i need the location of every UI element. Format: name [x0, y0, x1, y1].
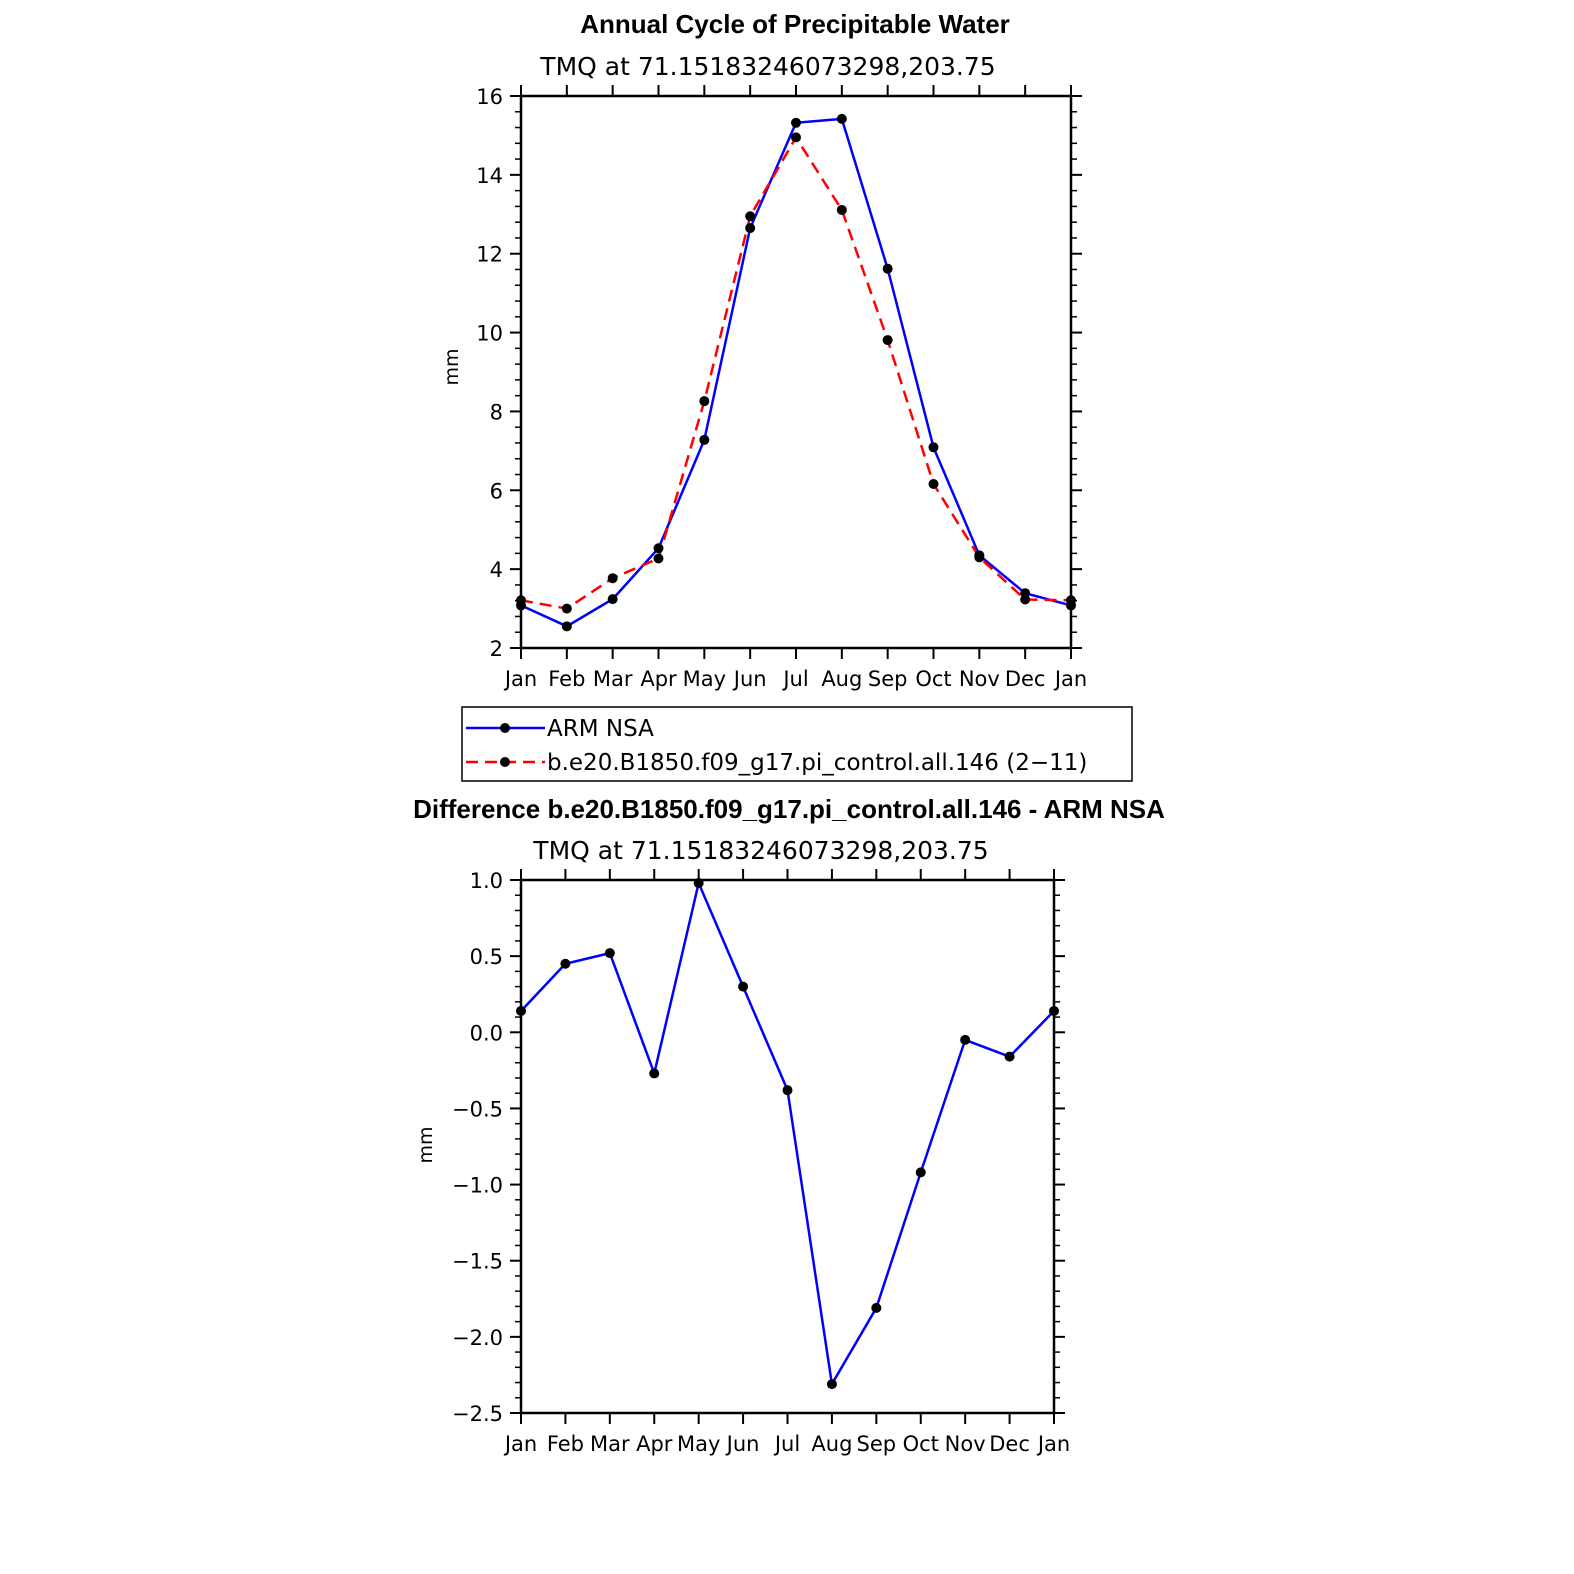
- chart2-frame: [519, 878, 1056, 1415]
- chart2-series-0-point: [560, 958, 571, 969]
- chart2-ytick-label: 0.0: [470, 1021, 503, 1045]
- chart1-xtick-label: Jan: [1053, 667, 1087, 691]
- chart2-xtick-label: Jul: [773, 1432, 800, 1456]
- chart2-xtick-label: Jun: [725, 1432, 760, 1456]
- chart1-xtick-label: Aug: [821, 667, 862, 691]
- chart2-xtick-label: Oct: [903, 1432, 939, 1456]
- chart1-xtick-label: Jan: [503, 667, 537, 691]
- chart1-series-1-line: [520, 134, 1072, 610]
- chart2-series-0-point: [1004, 1051, 1015, 1062]
- chart1-ytick-label: 10: [476, 322, 503, 346]
- chart1-xtick-label: Nov: [959, 667, 1000, 691]
- chart2-xtick-label: May: [677, 1432, 720, 1456]
- chart1-series-0-line: [520, 117, 1072, 628]
- chart1-ytick-label: 14: [476, 164, 503, 188]
- chart1-series-0-point: [607, 594, 618, 605]
- chart1-series-0-point: [653, 543, 664, 554]
- chart2-ytick-label: −2.5: [452, 1402, 503, 1426]
- chart1-series-0-point: [791, 117, 801, 128]
- chart2-xtick-label: Mar: [590, 1432, 630, 1456]
- chart2-series-0-point: [738, 981, 749, 992]
- chart1-xtick-label: Mar: [593, 667, 633, 691]
- chart2-series-0-point: [915, 1167, 926, 1178]
- chart1-series-1-point: [653, 553, 664, 564]
- chart1-xtick-label: Dec: [1005, 667, 1046, 691]
- chart1-xtick-label: Jun: [732, 667, 767, 691]
- legend-marker-model: [500, 757, 510, 767]
- chart2-title: Difference b.e20.B1850.f09_g17.pi_contro…: [413, 794, 1165, 824]
- chart1-ytick-label: 8: [490, 400, 503, 424]
- chart2-xtick-label: Jan: [1036, 1432, 1070, 1456]
- chart2-ytick-label: 1.0: [470, 869, 503, 893]
- chart2-series-0-point: [826, 1379, 837, 1390]
- chart1-ytick-label: 2: [490, 637, 503, 661]
- chart1-xtick-label: Jul: [781, 667, 808, 691]
- chart2-series-0-point: [1049, 1005, 1059, 1016]
- chart1-ytick-label: 4: [490, 558, 503, 582]
- chart1-ytick-label: 6: [490, 479, 503, 503]
- chart2-ytick-label: −1.0: [452, 1174, 503, 1198]
- chart2-xtick-label: Nov: [945, 1432, 986, 1456]
- chart1-ylabel: mm: [441, 348, 463, 385]
- chart2-series-0-point: [649, 1068, 660, 1079]
- chart1-series-0-point: [745, 223, 756, 234]
- legend-marker-arm-nsa: [500, 723, 510, 733]
- chart1-series-1-point: [836, 204, 847, 215]
- chart2-xtick-label: Jan: [503, 1432, 537, 1456]
- chart1-series-1-point: [699, 396, 710, 407]
- chart2-ytick-label: −0.5: [452, 1097, 503, 1121]
- chart1-series-1-point: [1066, 595, 1076, 606]
- chart2-series-0-point: [604, 948, 615, 959]
- chart1-series-1-point: [928, 478, 939, 489]
- chart2-xtick-label: Dec: [989, 1432, 1030, 1456]
- chart1-series-0-point: [561, 621, 572, 632]
- chart2-ytick-label: 0.5: [470, 945, 503, 969]
- chart2-xtick-label: Feb: [547, 1432, 584, 1456]
- chart1-series-1-point: [516, 595, 526, 606]
- chart1-xtick-label: Sep: [868, 667, 908, 691]
- chart1-series-0-point: [928, 442, 939, 453]
- chart2-xtick-label: Sep: [857, 1432, 897, 1456]
- chart1-series-0-point: [699, 434, 710, 445]
- chart1-series-1-point: [745, 211, 756, 222]
- chart2-xtick-label: Apr: [636, 1432, 673, 1456]
- legend-label-arm-nsa: ARM NSA: [547, 716, 654, 742]
- legend-box: [461, 706, 1133, 782]
- chart1-legend: ARM NSA b.e20.B1850.f09_g17.pi_control.a…: [461, 706, 1133, 782]
- chart1-series-1-point: [791, 132, 801, 143]
- chart1-series-0-point: [836, 113, 847, 124]
- chart2-series-0-line: [520, 879, 1055, 1388]
- chart1-ytick-label: 16: [476, 85, 503, 109]
- chart2-series-0-point: [693, 878, 704, 889]
- chart2-xtick-label: Aug: [811, 1432, 852, 1456]
- chart1-series-1-point: [1020, 594, 1031, 605]
- chart1-ytick-label: 12: [476, 243, 503, 267]
- chart2-ylabel: mm: [415, 1126, 437, 1163]
- chart1-xtick-label: Feb: [548, 667, 585, 691]
- chart1-series-1-point: [607, 573, 618, 584]
- chart1-series-1-point: [561, 603, 572, 614]
- chart1-xtick-label: Oct: [915, 667, 951, 691]
- chart2-series-0-point: [782, 1085, 793, 1096]
- chart1-subtitle: TMQ at 71.15183246073298,203.75: [539, 52, 995, 81]
- chart2-series-0-point: [516, 1005, 526, 1016]
- chart2-plot: Jan Feb Mar Apr May Jun Jul Aug Sep Oct Nov Dec Jan1…: [452, 869, 1070, 1456]
- chart1-xtick-label: Apr: [640, 667, 677, 691]
- chart1-series-1-point: [974, 552, 985, 563]
- chart2-subtitle: TMQ at 71.15183246073298,203.75: [532, 836, 988, 865]
- legend-label-model: b.e20.B1850.f09_g17.pi_control.all.146 (…: [547, 750, 1087, 776]
- chart2-ytick-label: −1.5: [452, 1250, 503, 1274]
- chart2-ytick-label: −2.0: [452, 1326, 503, 1350]
- chart1-series-1-point: [882, 335, 893, 346]
- chart1-series-0-point: [882, 263, 893, 274]
- chart2-series-0-point: [960, 1034, 971, 1045]
- chart1-xtick-label: May: [683, 667, 726, 691]
- chart2-series-0-point: [871, 1302, 882, 1313]
- chart1-title: Annual Cycle of Precipitable Water: [580, 9, 1010, 39]
- chart1-plot: Jan Feb Mar Apr May Jun Jul Aug Sep Oct Nov Dec Jan2…: [476, 85, 1087, 691]
